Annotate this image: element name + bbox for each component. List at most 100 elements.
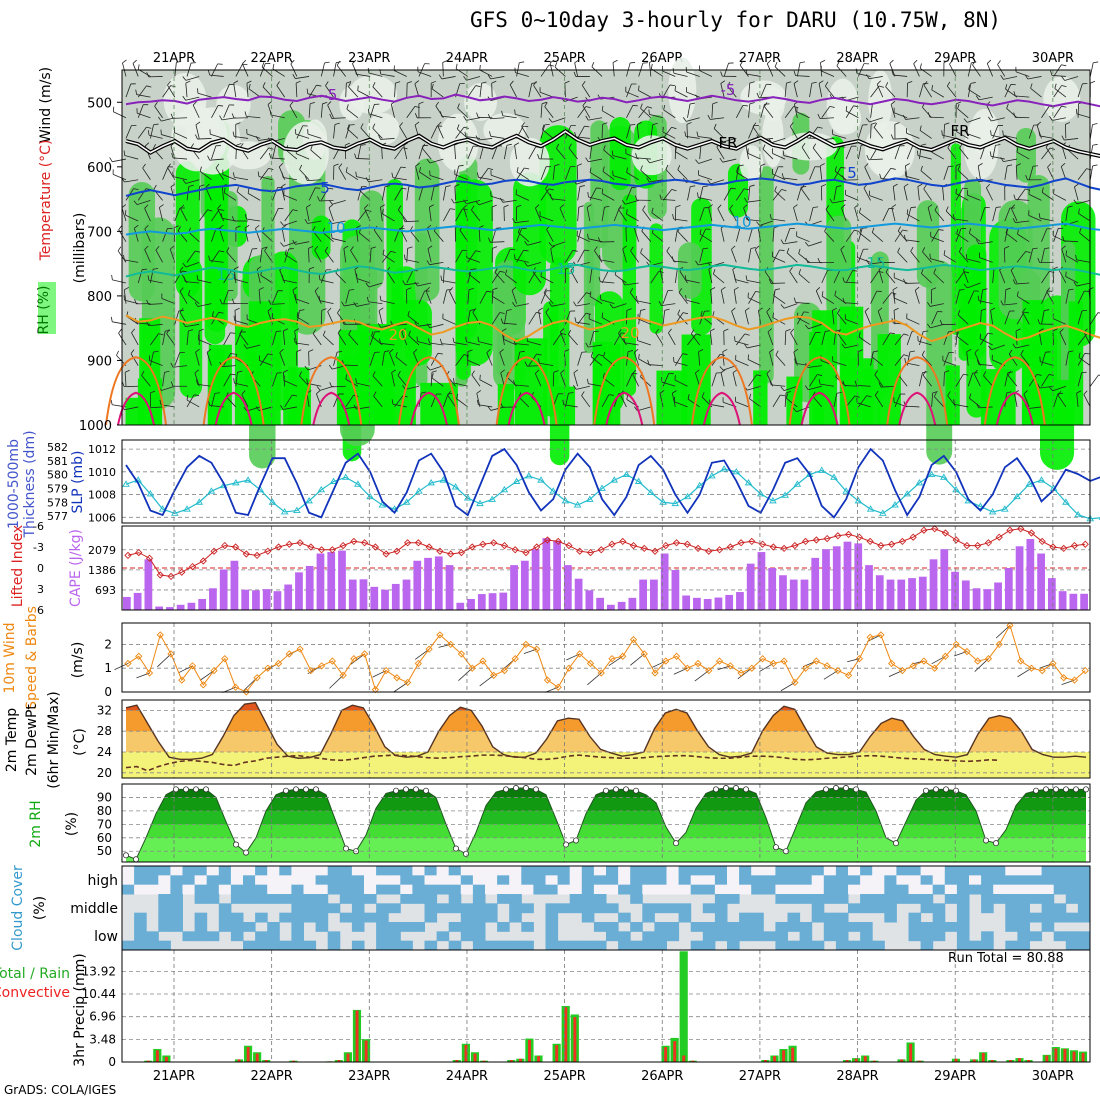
rh-marker <box>1063 786 1070 793</box>
wind-barb <box>246 83 249 98</box>
wind-barb <box>699 228 707 242</box>
cloud-cell <box>291 922 304 932</box>
cloud-cell <box>1065 940 1079 951</box>
wind-barb <box>832 134 847 139</box>
cloud-cell <box>1005 884 1018 895</box>
wind-barb-flag <box>902 114 906 120</box>
wind-barb-flag <box>176 60 182 63</box>
wind-barb <box>798 273 810 284</box>
wind-barb-flag <box>159 399 162 405</box>
wind-barb <box>1017 295 1030 304</box>
li-marker <box>1027 529 1036 537</box>
wind-barb <box>454 174 468 181</box>
wind10m-marker <box>479 657 487 665</box>
rh-patch <box>727 163 749 218</box>
wind-barb-flag <box>506 371 509 377</box>
cloud-cell <box>436 903 450 914</box>
thickness-marker <box>1074 510 1082 518</box>
wind-barb <box>845 145 852 160</box>
wind-barb-flag <box>312 329 317 334</box>
wind-barb-flag <box>170 85 176 88</box>
wind-barb-flag <box>304 365 309 371</box>
cloud-cell <box>509 940 522 951</box>
wind-barb-flag <box>767 328 772 333</box>
wind-barb <box>687 186 691 201</box>
wind-barb-flag <box>199 184 205 187</box>
wind-barb-flag <box>281 224 287 229</box>
wind-barb <box>1015 198 1030 201</box>
wind-barb <box>820 383 835 387</box>
wind-barb <box>1010 270 1018 284</box>
precip-convective-bar <box>1081 1052 1085 1062</box>
wind-barb-flag <box>477 172 479 178</box>
wind-barb-flag <box>721 286 726 291</box>
cloud-cell <box>497 866 510 876</box>
cloud-cell <box>279 912 292 923</box>
cloud-cell <box>315 912 329 923</box>
wind-barb <box>760 84 767 98</box>
cloud-cell <box>714 875 728 886</box>
cloud-cell <box>908 884 922 895</box>
wind-barb <box>812 147 823 160</box>
wind-barb-flag <box>696 131 699 137</box>
wind-barb <box>1079 232 1091 242</box>
wind-barb-flag <box>397 205 402 211</box>
wind-barb <box>130 353 139 366</box>
wind-barb <box>748 228 753 242</box>
li-marker <box>253 551 261 560</box>
wind-barb-flag <box>179 308 184 313</box>
cloud-cell <box>255 940 268 951</box>
li-marker <box>834 532 842 540</box>
li-marker <box>554 537 562 546</box>
precip-convective-bar <box>455 1060 459 1062</box>
wind-barb-flag <box>749 393 752 399</box>
wind-barb-flag <box>597 237 601 243</box>
wind-barb <box>1041 310 1045 325</box>
cloud-cell <box>327 875 341 886</box>
wind-barb <box>748 186 751 201</box>
cloud-cell <box>956 931 970 942</box>
wind-barb <box>947 147 957 160</box>
cape-bar <box>693 597 701 610</box>
cloud-cell <box>654 903 667 914</box>
precip-convective-bar <box>573 1017 577 1062</box>
cloud-cell <box>158 866 171 876</box>
cloud-cell <box>303 894 317 904</box>
cloud-cell <box>1053 875 1067 886</box>
rh-patch <box>809 331 824 425</box>
cloud-cell <box>472 912 486 923</box>
wind-barb <box>210 133 224 139</box>
wind-barb-flag <box>469 309 475 311</box>
rh-marker <box>392 787 399 794</box>
wind-barb-flag <box>492 287 498 291</box>
wind-barb-flag <box>710 328 715 332</box>
wind-barb-flag <box>913 59 918 64</box>
wind-barb <box>685 279 700 284</box>
wind-barb <box>591 66 603 77</box>
wind-barb <box>441 76 456 80</box>
cloud-cell <box>230 912 244 923</box>
wind-barb <box>1015 95 1030 98</box>
wind-barb <box>1041 271 1050 284</box>
wind-barb-flag <box>243 406 248 412</box>
wind-barb-flag <box>1067 205 1073 208</box>
wind-barb <box>1053 85 1062 98</box>
wind-barb <box>906 318 920 325</box>
wind10m-marker <box>877 631 885 639</box>
wind-barb-flag <box>586 204 592 208</box>
wind-barb-flag <box>391 172 394 178</box>
wind-barb-flag <box>932 391 938 394</box>
wind-barb-flag <box>402 280 406 286</box>
wind-barb-flag <box>514 142 520 146</box>
cape-bar <box>123 596 131 610</box>
wind-barb <box>955 330 958 345</box>
wind-barb <box>966 351 969 366</box>
wind-barb <box>857 402 871 408</box>
wind-barb-flag <box>395 81 401 84</box>
wind-barb-flag <box>798 268 802 274</box>
thickness-marker <box>573 501 582 508</box>
wind-barb <box>490 117 505 120</box>
li-marker <box>769 543 777 551</box>
cape-bar <box>811 557 820 610</box>
wind-barb <box>1015 220 1030 224</box>
